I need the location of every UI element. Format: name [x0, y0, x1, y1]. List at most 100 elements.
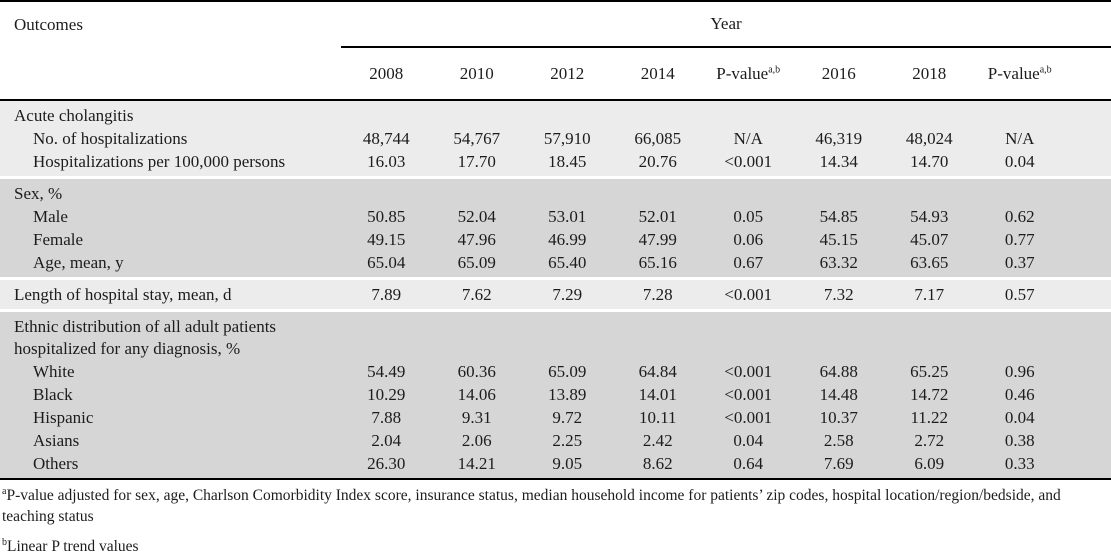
row-label: White	[33, 362, 75, 381]
row-label: Black	[33, 385, 73, 404]
row-label: Length of hospital stay, mean, d	[14, 285, 232, 304]
cell-value: 0.77	[1004, 230, 1035, 249]
cell-value: 7.62	[461, 285, 492, 304]
cell-value: 0.96	[1004, 362, 1035, 381]
column-header-2012: 2012	[550, 63, 585, 83]
cell-value: 11.22	[910, 408, 949, 427]
cell-value: 2.42	[642, 431, 673, 450]
cell-value: 10.11	[638, 408, 677, 427]
cell-value: 0.04	[733, 431, 764, 450]
section-title: Ethnic distribution of all adult patient…	[14, 317, 277, 358]
column-header-pvalue-1: P-valuea,b	[703, 64, 794, 84]
cell-value: <0.001	[724, 152, 773, 171]
cell-value: 0.57	[1004, 285, 1035, 304]
table-footnotes: aP-value adjusted for sex, age, Charlson…	[0, 478, 1111, 557]
table-row: Age, mean, y 65.04 65.09 65.40 65.16 0.67 63.3…	[0, 251, 1111, 274]
cell-value: <0.001	[724, 385, 773, 404]
row-label: Asians	[33, 431, 80, 450]
cell-value: 14.70	[910, 152, 949, 171]
cell-value: 0.37	[1004, 253, 1035, 272]
cell-value: 26.30	[367, 454, 406, 473]
column-header-pvalue-2: P-valuea,b	[975, 64, 1066, 84]
cell-value: 49.15	[367, 230, 406, 249]
footnote-b-text: Linear P trend values	[7, 538, 139, 555]
cell-value: 0.64	[733, 454, 764, 473]
row-label: No. of hospitalizations	[33, 129, 188, 148]
cell-value: 13.89	[548, 385, 587, 404]
cell-value: 50.85	[367, 207, 406, 226]
column-header-2018: 2018	[912, 63, 947, 83]
table-row: Black 10.29 14.06 13.89 14.01 <0.001 14.48 14.7…	[0, 383, 1111, 406]
cell-value: 2.25	[552, 431, 583, 450]
section-title: Sex, %	[14, 184, 63, 203]
outcomes-column-header: Outcomes	[14, 15, 83, 34]
cell-value: 65.16	[638, 253, 677, 272]
cell-value: 0.05	[733, 207, 764, 226]
cell-value: 57,910	[543, 129, 591, 148]
cell-value: 16.03	[367, 152, 406, 171]
cell-value: 7.69	[823, 454, 854, 473]
pvalue-superscript: a,b	[768, 63, 781, 75]
cell-value: 7.32	[823, 285, 854, 304]
table-row: Hospitalizations per 100,000 persons 16.0…	[0, 150, 1111, 173]
section-title: Acute cholangitis	[14, 106, 134, 125]
cell-value: 54.85	[819, 207, 858, 226]
row-label: Age, mean, y	[33, 253, 124, 272]
cell-value: 65.25	[910, 362, 949, 381]
cell-value: 0.38	[1004, 431, 1035, 450]
cell-value: 14.48	[819, 385, 858, 404]
cell-value: 45.15	[819, 230, 858, 249]
table-row: Female 49.15 47.96 46.99 47.99 0.06 45.15 45.07…	[0, 228, 1111, 251]
row-label: Others	[33, 454, 79, 473]
cell-value: 9.72	[552, 408, 583, 427]
cell-value: <0.001	[724, 285, 773, 304]
table-row: Length of hospital stay, mean, d 7.89 7.62…	[0, 283, 1111, 306]
cell-value: 52.01	[638, 207, 677, 226]
cell-value: 46,319	[815, 129, 863, 148]
table-header: Outcomes Year 2008 2010 2012 2014 P-valu…	[0, 2, 1111, 101]
cell-value: 2.06	[461, 431, 492, 450]
cell-value: 0.06	[733, 230, 764, 249]
cell-value: 7.17	[914, 285, 945, 304]
cell-value: 64.84	[638, 362, 677, 381]
cell-value: 65.40	[548, 253, 587, 272]
table-section: Length of hospital stay, mean, d 7.89 7.62…	[0, 280, 1111, 309]
section-title-row: Sex, %	[0, 182, 1111, 205]
pvalue-superscript: a,b	[1039, 63, 1052, 75]
cell-value: 20.76	[638, 152, 677, 171]
table-header-row-spanner: Outcomes Year	[0, 2, 1111, 48]
footnote-a: aP-value adjusted for sex, age, Charlson…	[2, 485, 1109, 527]
cell-value: 2.04	[371, 431, 402, 450]
cell-value: 48,744	[362, 129, 410, 148]
table-section: Ethnic distribution of all adult patient…	[0, 312, 1111, 478]
cell-value: 65.04	[367, 253, 406, 272]
cell-value: 60.36	[457, 362, 496, 381]
table-row: No. of hospitalizations 48,744 54,767 57,91…	[0, 127, 1111, 150]
cell-value: 54,767	[453, 129, 501, 148]
cell-value: 0.04	[1004, 408, 1035, 427]
footnote-a-marker: a	[2, 485, 7, 497]
cell-value: 14.01	[638, 385, 677, 404]
cell-value: 9.31	[461, 408, 492, 427]
column-header-2008: 2008	[369, 63, 404, 83]
cell-value: 10.37	[819, 408, 858, 427]
row-label: Male	[33, 207, 68, 226]
cell-value: 64.88	[819, 362, 858, 381]
cell-value: 0.67	[733, 253, 764, 272]
cell-value: 14.34	[819, 152, 858, 171]
row-label: Hospitalizations per 100,000 persons	[33, 152, 286, 171]
cell-value: 7.29	[552, 285, 583, 304]
cell-value: 0.33	[1004, 454, 1035, 473]
column-header-2016: 2016	[821, 63, 856, 83]
table-row: Hispanic 7.88 9.31 9.72 10.11 <0.001 10.37 11.2…	[0, 406, 1111, 429]
cell-value: 63.32	[819, 253, 858, 272]
cell-value: 14.21	[457, 454, 496, 473]
cell-value: 66,085	[634, 129, 682, 148]
cell-value: 18.45	[548, 152, 587, 171]
cell-value: 65.09	[548, 362, 587, 381]
row-label: Hispanic	[33, 408, 94, 427]
table-row: White 54.49 60.36 65.09 64.84 <0.001 64.88 65.2…	[0, 360, 1111, 383]
cell-value: 7.88	[371, 408, 402, 427]
footnote-b-marker: b	[2, 536, 7, 548]
